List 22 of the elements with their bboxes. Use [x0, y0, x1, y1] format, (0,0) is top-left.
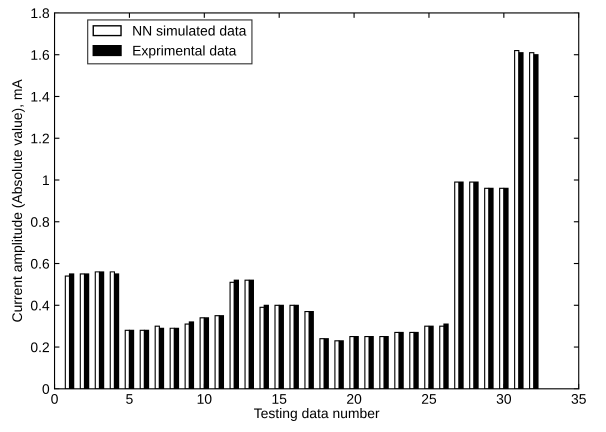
y-tick-label: 0.2 — [30, 342, 49, 352]
y-tick-label: 0.8 — [30, 217, 50, 227]
y-axis-title: Current amplitude (Absolute value), mA — [12, 79, 25, 322]
x-axis-title: Testing data number — [254, 408, 380, 421]
x-tick-label: 10 — [198, 394, 212, 404]
x-tick-label: 0 — [51, 394, 58, 404]
x-tick-label: 25 — [422, 394, 436, 404]
y-tick-label: 1.2 — [31, 134, 49, 144]
y-tick-label: 0 — [42, 384, 50, 394]
x-tick-label: 15 — [272, 394, 286, 404]
x-tick-label: 20 — [347, 394, 362, 404]
x-tick-label: 30 — [496, 394, 512, 404]
y-tick-label: 0.4 — [30, 300, 50, 310]
y-tick-label: 1 — [43, 175, 49, 186]
legend-label: Exprimental data — [133, 45, 236, 58]
y-tick-label: 1.6 — [31, 50, 50, 60]
legend-label: NN simulated data — [133, 25, 246, 36]
y-tick-label: 1.4 — [31, 92, 50, 102]
x-tick-label: 35 — [572, 394, 586, 404]
y-tick-label: 1.8 — [31, 8, 50, 18]
x-tick-label: 5 — [126, 394, 133, 404]
y-tick-label: 0.6 — [30, 258, 50, 269]
